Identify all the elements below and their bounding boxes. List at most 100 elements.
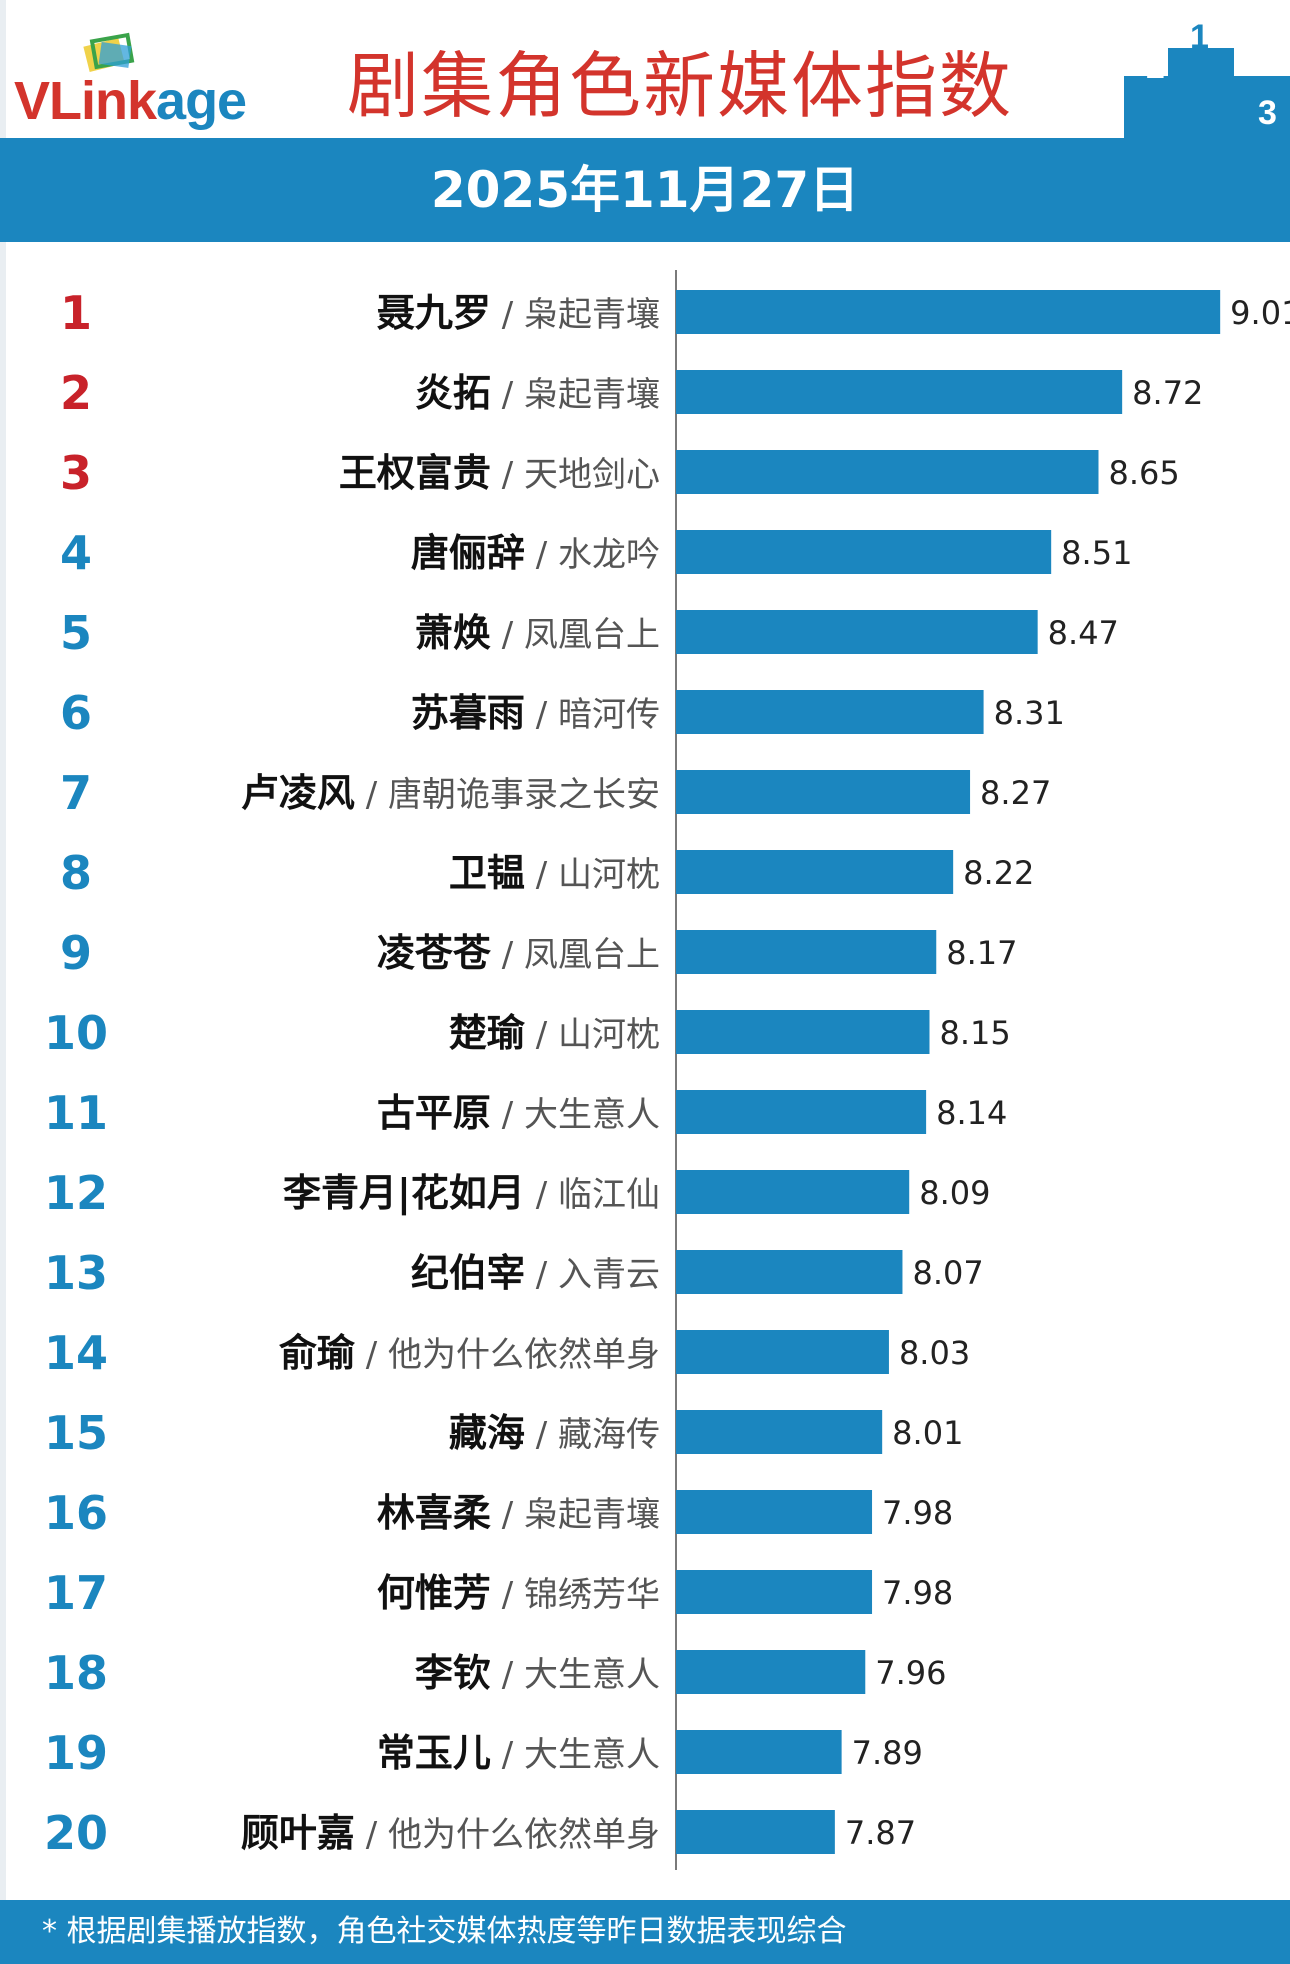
rank-number: 18	[44, 1646, 108, 1700]
rank-number: 1	[60, 286, 92, 340]
character-name: 卢凌风	[241, 771, 355, 815]
bar-value-label: 7.98	[882, 1574, 953, 1612]
bar	[676, 1730, 842, 1774]
show-name: 凤凰台上	[524, 615, 660, 655]
label-separator: /	[491, 1495, 524, 1535]
podium-icon: 2 1 3	[1124, 18, 1290, 140]
show-name: 山河枕	[558, 855, 660, 895]
rank-number: 16	[44, 1486, 108, 1540]
rank-number: 6	[60, 686, 92, 740]
bar	[676, 530, 1052, 574]
bar-value-label: 8.27	[980, 774, 1051, 812]
page-title: 剧集角色新媒体指数	[346, 44, 1013, 128]
row-label: 王权富贵 / 天地剑心	[339, 451, 660, 495]
rank-number: 7	[60, 766, 92, 820]
podium-number-1: 1	[1190, 18, 1209, 56]
label-separator: /	[525, 1015, 558, 1055]
rank-number: 5	[60, 606, 92, 660]
row-label: 聂九罗 / 枭起青壤	[377, 291, 660, 335]
bar	[676, 1010, 930, 1054]
footer-note: * 根据剧集播放指数，角色社交媒体热度等昨日数据表现综合	[42, 1914, 847, 1949]
bar-value-label: 8.31	[994, 694, 1065, 732]
show-name: 大生意人	[524, 1655, 660, 1695]
rank-number: 17	[44, 1566, 108, 1620]
character-name: 纪伯宰	[411, 1251, 525, 1295]
bar	[676, 1330, 889, 1374]
character-name: 林喜柔	[377, 1491, 491, 1535]
show-name: 临江仙	[558, 1175, 660, 1215]
label-separator: /	[525, 1175, 558, 1215]
row-label: 何惟芳 / 锦绣芳华	[377, 1571, 660, 1615]
bar-value-label: 7.96	[875, 1654, 946, 1692]
bar	[676, 1650, 866, 1694]
bar	[676, 770, 971, 814]
bar-value-label: 8.14	[936, 1094, 1007, 1132]
row-label: 俞瑜 / 他为什么依然单身	[279, 1331, 660, 1375]
label-separator: /	[491, 1575, 524, 1615]
bar-value-label: 8.15	[940, 1014, 1011, 1052]
vlinkage-logo: VLinkage	[14, 30, 284, 128]
bar	[676, 610, 1038, 654]
character-name: 卫韫	[449, 851, 525, 895]
rank-number: 11	[44, 1086, 108, 1140]
label-separator: /	[491, 935, 524, 975]
rank-number: 14	[44, 1326, 108, 1380]
character-name: 古平原	[377, 1091, 491, 1135]
bar-value-label: 8.65	[1109, 454, 1180, 492]
show-name: 枭起青壤	[524, 1495, 660, 1535]
bar	[676, 850, 954, 894]
bar	[676, 1090, 927, 1134]
bar	[676, 1410, 883, 1454]
show-name: 唐朝诡事录之长安	[388, 775, 660, 815]
row-label: 李青月|花如月 / 临江仙	[283, 1171, 660, 1216]
show-name: 锦绣芳华	[524, 1575, 660, 1615]
label-separator: /	[355, 1815, 388, 1855]
character-name: 萧焕	[415, 611, 491, 655]
show-name: 大生意人	[524, 1735, 660, 1775]
rank-number: 9	[60, 926, 92, 980]
row-label: 萧焕 / 凤凰台上	[415, 611, 660, 655]
row-label: 顾叶嘉 / 他为什么依然单身	[241, 1811, 660, 1855]
show-name: 藏海传	[558, 1415, 660, 1455]
row-label: 卫韫 / 山河枕	[449, 851, 660, 895]
show-name: 凤凰台上	[524, 935, 660, 975]
label-separator: /	[491, 1735, 524, 1775]
character-name: 王权富贵	[339, 451, 491, 495]
character-name: 楚瑜	[449, 1011, 526, 1055]
rank-number: 20	[44, 1806, 108, 1860]
logo-wordmark: VLinkage	[14, 74, 247, 128]
show-name: 暗河传	[558, 695, 660, 735]
bar-value-label: 8.07	[912, 1254, 983, 1292]
rank-number: 3	[60, 446, 92, 500]
label-separator: /	[491, 375, 524, 415]
rank-number: 15	[44, 1406, 108, 1460]
rank-number: 19	[44, 1726, 108, 1780]
character-name: 唐俪辞	[411, 531, 525, 575]
rank-number: 4	[60, 526, 92, 580]
logo-cards-icon	[83, 32, 135, 72]
date-banner: 2025年11月27日	[0, 138, 1290, 242]
left-edge-strip	[0, 0, 6, 1964]
bar-value-label: 9.01	[1230, 294, 1290, 332]
row-label: 李钦 / 大生意人	[415, 1651, 660, 1695]
character-name: 顾叶嘉	[241, 1811, 355, 1855]
bar-value-label: 8.17	[946, 934, 1017, 972]
bar-value-label: 7.89	[852, 1734, 923, 1772]
bar	[676, 1490, 873, 1534]
character-name: 李青月|花如月	[283, 1171, 525, 1216]
bar-value-label: 8.72	[1132, 374, 1203, 412]
show-name: 他为什么依然单身	[388, 1815, 660, 1855]
row-label: 卢凌风 / 唐朝诡事录之长安	[241, 771, 660, 815]
bar-value-label: 8.09	[919, 1174, 990, 1212]
bar	[676, 690, 984, 734]
character-name: 李钦	[415, 1651, 491, 1695]
label-separator: /	[491, 615, 524, 655]
bar	[676, 1570, 873, 1614]
footer-bar: * 根据剧集播放指数，角色社交媒体热度等昨日数据表现综合	[0, 1900, 1290, 1964]
bar	[676, 450, 1099, 494]
bar	[676, 930, 937, 974]
bar-value-label: 8.01	[892, 1414, 963, 1452]
show-name: 水龙吟	[558, 535, 660, 575]
bar	[676, 1170, 910, 1214]
show-name: 他为什么依然单身	[388, 1335, 660, 1375]
